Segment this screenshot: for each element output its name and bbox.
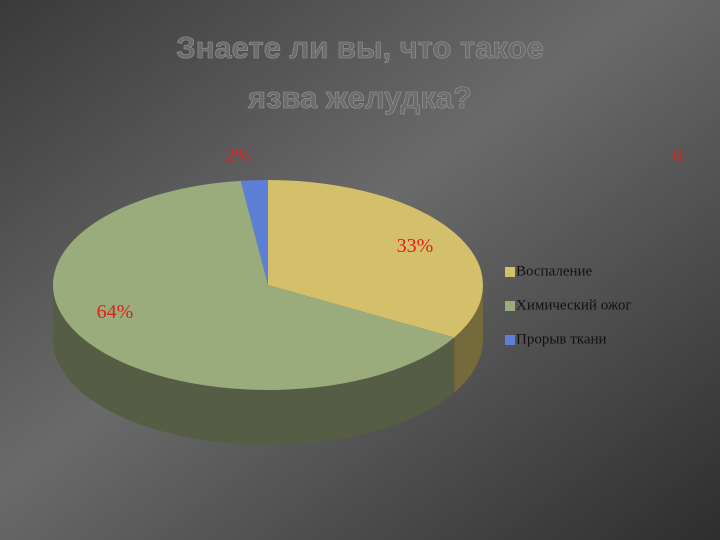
legend-swatch [505, 335, 515, 345]
data-label: 33% [397, 235, 434, 257]
data-label: 64% [97, 301, 134, 323]
slice [268, 180, 484, 338]
legend-label: Химический ожог [516, 297, 631, 313]
legend-label: Воспаление [516, 263, 593, 279]
data-label: 2% [225, 145, 252, 167]
slice [240, 180, 268, 285]
slice-side [454, 285, 483, 393]
legend-swatch [505, 301, 515, 311]
slice-side [53, 285, 455, 446]
legend-label: Прорыв ткани [516, 331, 607, 347]
legend-swatch [505, 267, 515, 277]
annotation: 0 [673, 145, 683, 167]
chart-title: Знаете ли вы, что такое язва желудка? [176, 30, 543, 115]
slice [53, 180, 455, 391]
